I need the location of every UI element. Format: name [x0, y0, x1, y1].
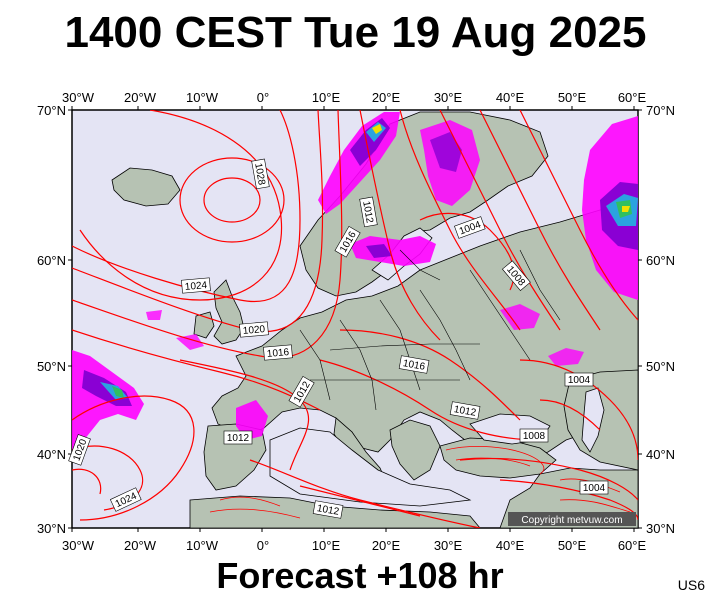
- isobar-label: 1020: [242, 324, 266, 337]
- isobar-label: 1008: [523, 431, 546, 442]
- iceland: [111, 167, 181, 207]
- lon-label: 50°E: [558, 90, 587, 105]
- isobar-label: 1016: [266, 347, 290, 360]
- isobar-clusters: [209, 445, 631, 519]
- balkans-greece: [389, 419, 441, 481]
- frame-ticks: [68, 106, 642, 532]
- lon-label: 30°E: [434, 90, 463, 105]
- lat-label: 40°N: [37, 447, 66, 462]
- lon-label: 40°E: [496, 90, 525, 105]
- copyright-box: [508, 512, 636, 526]
- isobar-label: 1004: [568, 375, 591, 386]
- lat-labels-right: 70°N 60°N 50°N 40°N 30°N: [646, 103, 675, 536]
- rain-russia: [500, 304, 540, 330]
- rain-baltic: [350, 236, 436, 266]
- lon-label: 20°E: [372, 538, 401, 553]
- lon-label: 30°W: [62, 538, 95, 553]
- lon-label: 40°E: [496, 538, 525, 553]
- isobar-label: 1004: [583, 483, 606, 494]
- forecast-hours: Forecast +108 hr: [216, 555, 504, 596]
- forecast-title: 1400 CEST Tue 19 Aug 2025: [64, 8, 647, 57]
- lon-label: 30°W: [62, 90, 95, 105]
- lat-label: 50°N: [37, 359, 66, 374]
- lon-label: 50°E: [558, 538, 587, 553]
- isobar-label: 1012: [360, 200, 375, 224]
- lat-label: 60°N: [37, 253, 66, 268]
- isobar-label: 1012: [453, 404, 477, 419]
- country-borders: [299, 249, 561, 411]
- precipitation-areas: [72, 112, 638, 450]
- lat-label: 70°N: [37, 103, 66, 118]
- isobar-label: 1012: [227, 433, 250, 444]
- lat-label: 50°N: [646, 359, 675, 374]
- lon-label: 10°E: [312, 90, 341, 105]
- lon-label: 10°E: [312, 538, 341, 553]
- model-code: US6: [677, 577, 705, 593]
- isobar-label: 1028: [252, 162, 267, 186]
- lon-labels-top: 30°W 20°W 10°W 0° 10°E 20°E 30°E 40°E 50…: [62, 90, 646, 105]
- rain-spain: [236, 400, 268, 440]
- lat-labels-left: 70°N 60°N 50°N 40°N 30°N: [37, 103, 66, 536]
- isobar-label: 1012: [316, 503, 340, 518]
- lon-label: 30°E: [434, 538, 463, 553]
- caspian-sea: [581, 387, 605, 453]
- lon-label: 20°W: [124, 90, 157, 105]
- isobar-label: 1016: [402, 358, 426, 373]
- lon-labels-bottom: 30°W 20°W 10°W 0° 10°E 20°E 30°E 40°E 50…: [62, 538, 646, 553]
- lat-label: 40°N: [646, 447, 675, 462]
- isobar-labels: 1028 1024 1020 1016 1012 1016 1012 1004: [68, 158, 609, 519]
- isobar-label: 1024: [184, 280, 208, 293]
- copyright-text: Copyright metvuw.com: [521, 515, 622, 526]
- lon-label: 20°E: [372, 90, 401, 105]
- lat-label: 30°N: [37, 521, 66, 536]
- lon-label: 10°W: [186, 90, 219, 105]
- lon-label: 0°: [257, 538, 269, 553]
- lat-label: 30°N: [646, 521, 675, 536]
- lon-label: 60°E: [618, 538, 647, 553]
- lat-label: 60°N: [646, 253, 675, 268]
- land-masses: [111, 111, 638, 528]
- lon-label: 10°W: [186, 538, 219, 553]
- lon-label: 20°W: [124, 538, 157, 553]
- lat-label: 70°N: [646, 103, 675, 118]
- lon-label: 60°E: [618, 90, 647, 105]
- lon-label: 0°: [257, 90, 269, 105]
